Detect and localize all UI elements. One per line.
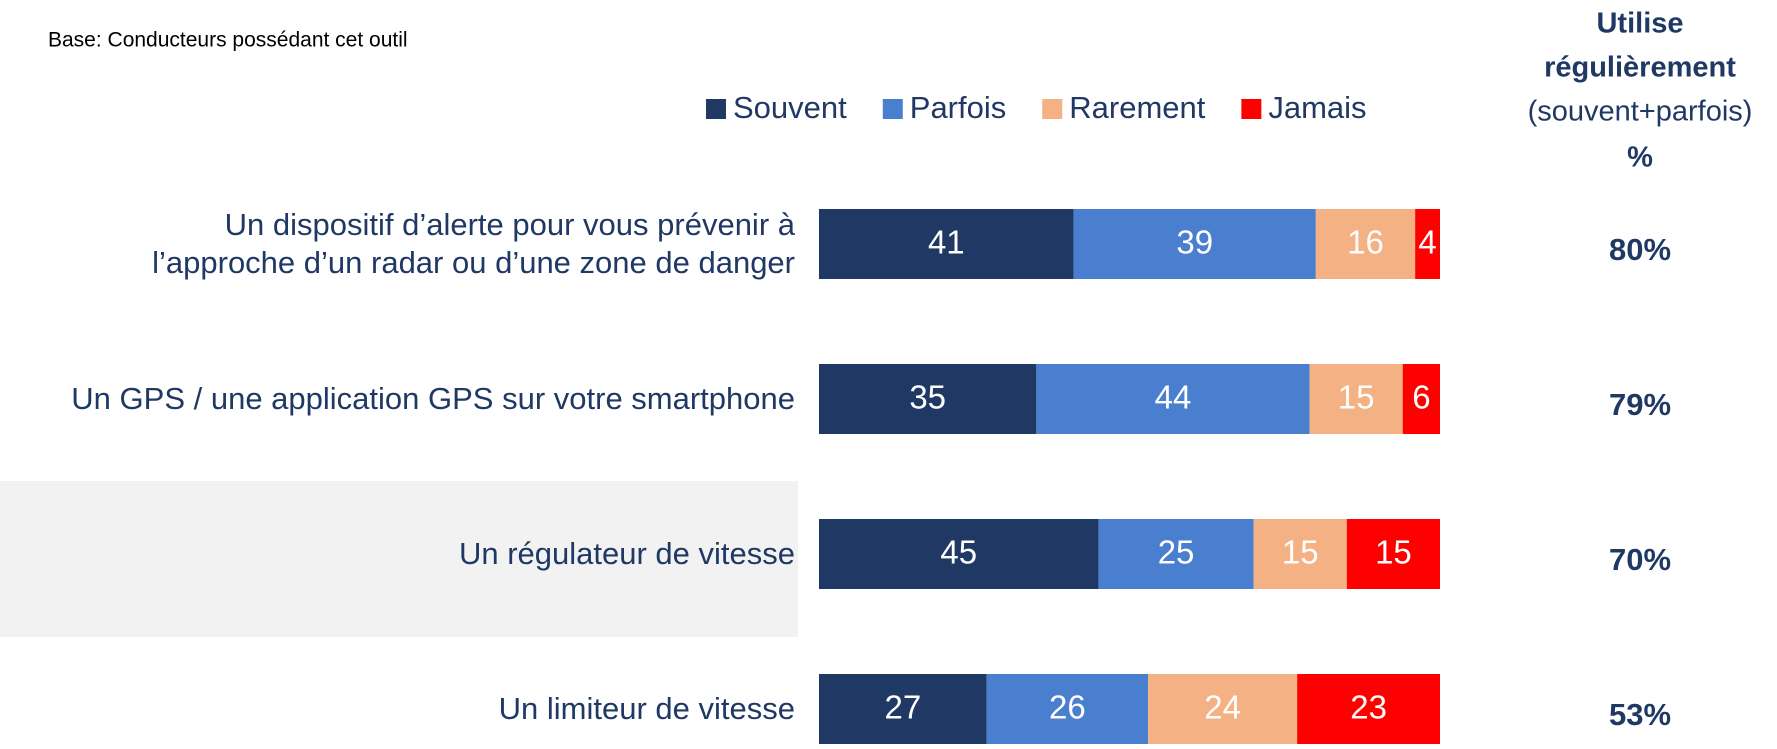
bar-segment bbox=[986, 674, 1149, 744]
bar-segment bbox=[1402, 364, 1440, 434]
regular-use-value: 80% bbox=[1609, 232, 1671, 267]
bar-segment bbox=[1346, 519, 1440, 589]
bar-segment bbox=[819, 364, 1037, 434]
data-label: 4 bbox=[1418, 224, 1436, 261]
legend-label: Parfois bbox=[910, 90, 1006, 125]
category-label: Un dispositif d’alerte pour vous préveni… bbox=[152, 207, 795, 280]
data-label: 41 bbox=[928, 224, 965, 261]
category-label: Un GPS / une application GPS sur votre s… bbox=[71, 381, 795, 416]
legend-swatch bbox=[882, 99, 903, 119]
bar-segment bbox=[1148, 674, 1298, 744]
bar-segment bbox=[819, 519, 1099, 589]
data-label: 23 bbox=[1350, 689, 1387, 726]
bar-segment bbox=[1073, 209, 1316, 279]
bar-segment bbox=[1036, 364, 1310, 434]
bar-segment bbox=[819, 209, 1074, 279]
legend-swatch bbox=[706, 99, 726, 119]
bar-segment bbox=[1309, 364, 1403, 434]
bar-segment bbox=[819, 674, 987, 744]
row-highlight bbox=[0, 481, 798, 637]
data-label: 39 bbox=[1176, 224, 1213, 261]
data-label: 27 bbox=[884, 689, 921, 726]
data-label: 45 bbox=[940, 534, 977, 571]
data-label: 24 bbox=[1204, 689, 1241, 726]
data-label: 15 bbox=[1375, 534, 1412, 571]
bar-segment bbox=[1297, 674, 1440, 744]
regular-use-value: 70% bbox=[1609, 542, 1671, 577]
data-label: 16 bbox=[1347, 224, 1384, 261]
data-label: 35 bbox=[909, 379, 946, 416]
regular-use-value: 79% bbox=[1609, 387, 1671, 422]
data-label: 6 bbox=[1412, 379, 1430, 416]
legend-swatch bbox=[1042, 99, 1063, 119]
category-label: Un régulateur de vitesse bbox=[458, 536, 795, 571]
base-note: Base: Conducteurs possédant cet outil bbox=[48, 29, 408, 52]
data-label: 44 bbox=[1155, 379, 1192, 416]
legend-label: Rarement bbox=[1069, 90, 1205, 125]
data-label: 25 bbox=[1158, 534, 1195, 571]
bar-segment bbox=[1315, 209, 1416, 279]
data-label: 15 bbox=[1338, 379, 1375, 416]
column-header: Utilise bbox=[1596, 8, 1683, 40]
data-label: 26 bbox=[1049, 689, 1086, 726]
regular-use-value: 53% bbox=[1609, 697, 1671, 732]
bar-segment bbox=[1415, 209, 1440, 279]
category-label: Un limiteur de vitesse bbox=[498, 691, 795, 726]
data-label: 15 bbox=[1282, 534, 1319, 571]
legend-swatch bbox=[1241, 99, 1262, 119]
legend-label: Jamais bbox=[1268, 90, 1366, 125]
bar-segment bbox=[1253, 519, 1347, 589]
legend-label: Souvent bbox=[733, 90, 847, 125]
column-header: régulièrement bbox=[1544, 52, 1736, 84]
column-header: (souvent+parfois) bbox=[1528, 96, 1753, 128]
column-header: % bbox=[1627, 142, 1653, 174]
bar-segment bbox=[1098, 519, 1254, 589]
